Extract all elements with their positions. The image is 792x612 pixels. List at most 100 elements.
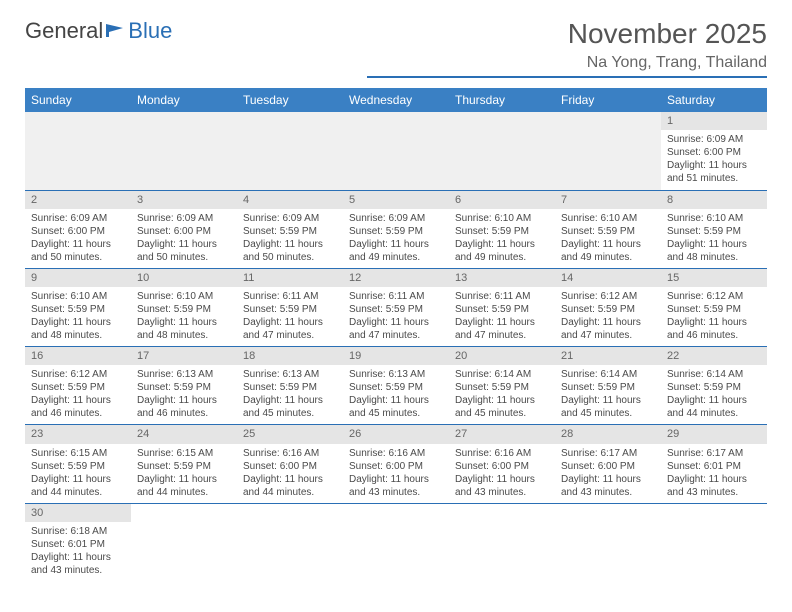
calendar-head: SundayMondayTuesdayWednesdayThursdayFrid…: [25, 88, 767, 112]
calendar-body: 1Sunrise: 6:09 AMSunset: 6:00 PMDaylight…: [25, 112, 767, 581]
day-detail: Sunrise: 6:16 AMSunset: 6:00 PMDaylight:…: [449, 444, 555, 503]
calendar-cell: 11Sunrise: 6:11 AMSunset: 5:59 PMDayligh…: [237, 268, 343, 346]
day-detail: Sunrise: 6:09 AMSunset: 6:00 PMDaylight:…: [25, 209, 131, 268]
day-number: 29: [661, 425, 767, 443]
weekday-header: Tuesday: [237, 88, 343, 112]
day-detail: Sunrise: 6:18 AMSunset: 6:01 PMDaylight:…: [25, 522, 131, 581]
calendar-cell: 15Sunrise: 6:12 AMSunset: 5:59 PMDayligh…: [661, 268, 767, 346]
calendar-cell: 17Sunrise: 6:13 AMSunset: 5:59 PMDayligh…: [131, 347, 237, 425]
day-number: 8: [661, 191, 767, 209]
calendar-cell: [237, 112, 343, 190]
calendar-cell: [449, 112, 555, 190]
calendar-cell: 4Sunrise: 6:09 AMSunset: 5:59 PMDaylight…: [237, 190, 343, 268]
calendar-cell: 13Sunrise: 6:11 AMSunset: 5:59 PMDayligh…: [449, 268, 555, 346]
weekday-header: Thursday: [449, 88, 555, 112]
day-number: 25: [237, 425, 343, 443]
calendar-cell: 21Sunrise: 6:14 AMSunset: 5:59 PMDayligh…: [555, 347, 661, 425]
day-number: 11: [237, 269, 343, 287]
day-number: 17: [131, 347, 237, 365]
calendar-table: SundayMondayTuesdayWednesdayThursdayFrid…: [25, 88, 767, 581]
day-detail: Sunrise: 6:09 AMSunset: 5:59 PMDaylight:…: [343, 209, 449, 268]
logo-text-1: General: [25, 18, 103, 44]
day-detail: Sunrise: 6:09 AMSunset: 5:59 PMDaylight:…: [237, 209, 343, 268]
calendar-cell: 25Sunrise: 6:16 AMSunset: 6:00 PMDayligh…: [237, 425, 343, 503]
calendar-cell: 5Sunrise: 6:09 AMSunset: 5:59 PMDaylight…: [343, 190, 449, 268]
day-detail: Sunrise: 6:13 AMSunset: 5:59 PMDaylight:…: [131, 365, 237, 424]
calendar-cell: [343, 112, 449, 190]
calendar-cell: 18Sunrise: 6:13 AMSunset: 5:59 PMDayligh…: [237, 347, 343, 425]
calendar-cell: [25, 112, 131, 190]
day-number: 5: [343, 191, 449, 209]
day-detail: Sunrise: 6:14 AMSunset: 5:59 PMDaylight:…: [449, 365, 555, 424]
day-detail: Sunrise: 6:10 AMSunset: 5:59 PMDaylight:…: [131, 287, 237, 346]
calendar-cell: [237, 503, 343, 581]
calendar-cell: [555, 503, 661, 581]
logo: General Blue: [25, 18, 172, 44]
calendar-cell: 6Sunrise: 6:10 AMSunset: 5:59 PMDaylight…: [449, 190, 555, 268]
location-text: Na Yong, Trang, Thailand: [367, 54, 767, 78]
calendar-cell: 28Sunrise: 6:17 AMSunset: 6:00 PMDayligh…: [555, 425, 661, 503]
weekday-header: Sunday: [25, 88, 131, 112]
day-number: 30: [25, 504, 131, 522]
day-detail: Sunrise: 6:14 AMSunset: 5:59 PMDaylight:…: [661, 365, 767, 424]
day-detail: Sunrise: 6:16 AMSunset: 6:00 PMDaylight:…: [237, 444, 343, 503]
day-detail: Sunrise: 6:13 AMSunset: 5:59 PMDaylight:…: [237, 365, 343, 424]
day-detail: Sunrise: 6:13 AMSunset: 5:59 PMDaylight:…: [343, 365, 449, 424]
day-number: 6: [449, 191, 555, 209]
day-number: 9: [25, 269, 131, 287]
day-number: 27: [449, 425, 555, 443]
calendar-cell: 2Sunrise: 6:09 AMSunset: 6:00 PMDaylight…: [25, 190, 131, 268]
calendar-cell: 3Sunrise: 6:09 AMSunset: 6:00 PMDaylight…: [131, 190, 237, 268]
day-detail: Sunrise: 6:11 AMSunset: 5:59 PMDaylight:…: [237, 287, 343, 346]
weekday-header: Friday: [555, 88, 661, 112]
day-number: 13: [449, 269, 555, 287]
title-block: November 2025 Na Yong, Trang, Thailand: [367, 18, 767, 78]
calendar-cell: [661, 503, 767, 581]
day-number: 23: [25, 425, 131, 443]
day-number: 3: [131, 191, 237, 209]
day-number: 10: [131, 269, 237, 287]
calendar-cell: 24Sunrise: 6:15 AMSunset: 5:59 PMDayligh…: [131, 425, 237, 503]
day-number: 12: [343, 269, 449, 287]
day-detail: Sunrise: 6:11 AMSunset: 5:59 PMDaylight:…: [343, 287, 449, 346]
calendar-cell: 30Sunrise: 6:18 AMSunset: 6:01 PMDayligh…: [25, 503, 131, 581]
day-detail: Sunrise: 6:09 AMSunset: 6:00 PMDaylight:…: [661, 130, 767, 189]
day-number: 21: [555, 347, 661, 365]
day-number: 18: [237, 347, 343, 365]
day-number: 1: [661, 112, 767, 130]
day-number: 26: [343, 425, 449, 443]
day-number: 4: [237, 191, 343, 209]
day-detail: Sunrise: 6:14 AMSunset: 5:59 PMDaylight:…: [555, 365, 661, 424]
calendar-cell: 7Sunrise: 6:10 AMSunset: 5:59 PMDaylight…: [555, 190, 661, 268]
day-number: 2: [25, 191, 131, 209]
day-detail: Sunrise: 6:10 AMSunset: 5:59 PMDaylight:…: [25, 287, 131, 346]
day-number: 20: [449, 347, 555, 365]
calendar-cell: 16Sunrise: 6:12 AMSunset: 5:59 PMDayligh…: [25, 347, 131, 425]
calendar-cell: [555, 112, 661, 190]
calendar-cell: 27Sunrise: 6:16 AMSunset: 6:00 PMDayligh…: [449, 425, 555, 503]
day-detail: Sunrise: 6:17 AMSunset: 6:00 PMDaylight:…: [555, 444, 661, 503]
day-number: 16: [25, 347, 131, 365]
calendar-cell: 8Sunrise: 6:10 AMSunset: 5:59 PMDaylight…: [661, 190, 767, 268]
calendar-cell: 29Sunrise: 6:17 AMSunset: 6:01 PMDayligh…: [661, 425, 767, 503]
day-detail: Sunrise: 6:12 AMSunset: 5:59 PMDaylight:…: [555, 287, 661, 346]
day-detail: Sunrise: 6:09 AMSunset: 6:00 PMDaylight:…: [131, 209, 237, 268]
calendar-cell: [131, 503, 237, 581]
day-detail: Sunrise: 6:10 AMSunset: 5:59 PMDaylight:…: [555, 209, 661, 268]
day-detail: Sunrise: 6:15 AMSunset: 5:59 PMDaylight:…: [131, 444, 237, 503]
day-number: 24: [131, 425, 237, 443]
calendar-cell: 19Sunrise: 6:13 AMSunset: 5:59 PMDayligh…: [343, 347, 449, 425]
calendar-cell: 26Sunrise: 6:16 AMSunset: 6:00 PMDayligh…: [343, 425, 449, 503]
day-detail: Sunrise: 6:10 AMSunset: 5:59 PMDaylight:…: [449, 209, 555, 268]
calendar-cell: 23Sunrise: 6:15 AMSunset: 5:59 PMDayligh…: [25, 425, 131, 503]
weekday-header: Wednesday: [343, 88, 449, 112]
day-detail: Sunrise: 6:10 AMSunset: 5:59 PMDaylight:…: [661, 209, 767, 268]
day-detail: Sunrise: 6:15 AMSunset: 5:59 PMDaylight:…: [25, 444, 131, 503]
calendar-cell: [343, 503, 449, 581]
day-number: 15: [661, 269, 767, 287]
day-detail: Sunrise: 6:16 AMSunset: 6:00 PMDaylight:…: [343, 444, 449, 503]
day-number: 22: [661, 347, 767, 365]
calendar-cell: 10Sunrise: 6:10 AMSunset: 5:59 PMDayligh…: [131, 268, 237, 346]
calendar-cell: 12Sunrise: 6:11 AMSunset: 5:59 PMDayligh…: [343, 268, 449, 346]
logo-text-2: Blue: [128, 18, 172, 44]
